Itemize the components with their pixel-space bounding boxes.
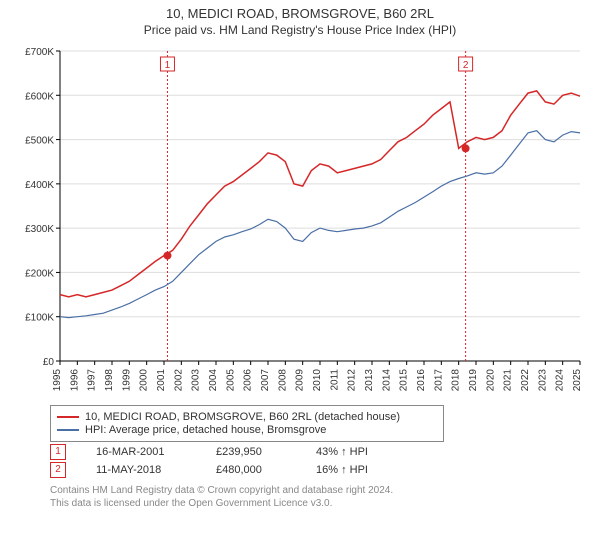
svg-text:1998: 1998 (104, 369, 115, 392)
svg-text:£400K: £400K (25, 180, 54, 191)
svg-text:£0: £0 (43, 357, 55, 368)
svg-text:2007: 2007 (260, 369, 271, 392)
credit-line: This data is licensed under the Open Gov… (50, 497, 590, 510)
svg-text:£300K: £300K (25, 224, 54, 235)
svg-text:2004: 2004 (208, 369, 219, 392)
line-chart-svg: £0 £100K £200K £300K £400K £500K £600K £700K 199… (10, 41, 590, 401)
marker-delta: 16% ↑ HPI (316, 464, 368, 476)
svg-text:£200K: £200K (25, 268, 54, 279)
svg-text:£100K: £100K (25, 313, 54, 324)
legend-swatch-icon (57, 416, 79, 418)
legend-box: 10, MEDICI ROAD, BROMSGROVE, B60 2RL (de… (50, 405, 444, 442)
marker-price: £239,950 (216, 446, 316, 458)
svg-text:2015: 2015 (399, 369, 410, 392)
svg-text:1995: 1995 (52, 369, 63, 392)
svg-text:2: 2 (463, 60, 469, 71)
chart-area: £0 £100K £200K £300K £400K £500K £600K £700K 199… (10, 41, 590, 401)
svg-text:2003: 2003 (191, 369, 202, 392)
svg-text:£600K: £600K (25, 91, 54, 102)
svg-text:2021: 2021 (503, 369, 514, 392)
legend-label: 10, MEDICI ROAD, BROMSGROVE, B60 2RL (de… (85, 411, 400, 423)
chart-subtitle: Price paid vs. HM Land Registry's House … (10, 23, 590, 37)
marker-number-icon: 2 (50, 462, 66, 478)
svg-text:2016: 2016 (416, 369, 427, 392)
svg-text:2014: 2014 (381, 369, 392, 392)
svg-text:2025: 2025 (572, 369, 583, 392)
svg-text:2001: 2001 (156, 369, 167, 392)
legend-row: 10, MEDICI ROAD, BROMSGROVE, B60 2RL (de… (57, 411, 437, 423)
svg-text:2002: 2002 (173, 369, 184, 392)
svg-text:2013: 2013 (364, 369, 375, 392)
marker-row: 1 16-MAR-2001£239,95043% ↑ HPI (50, 444, 590, 460)
marker-delta: 43% ↑ HPI (316, 446, 368, 458)
svg-text:2023: 2023 (537, 369, 548, 392)
svg-text:2017: 2017 (433, 369, 444, 392)
svg-text:2005: 2005 (225, 369, 236, 392)
svg-text:2006: 2006 (243, 369, 254, 392)
svg-text:2010: 2010 (312, 369, 323, 392)
svg-text:2020: 2020 (485, 369, 496, 392)
marker-date: 16-MAR-2001 (96, 446, 216, 458)
svg-text:2011: 2011 (329, 369, 340, 391)
credit-line: Contains HM Land Registry data © Crown c… (50, 484, 590, 497)
svg-text:£700K: £700K (25, 47, 54, 58)
svg-text:1996: 1996 (69, 369, 80, 392)
svg-text:2018: 2018 (451, 369, 462, 392)
legend-swatch-icon (57, 429, 79, 431)
marker-row: 2 11-MAY-2018£480,00016% ↑ HPI (50, 462, 590, 478)
svg-text:2012: 2012 (347, 369, 358, 392)
legend-row: HPI: Average price, detached house, Brom… (57, 424, 437, 436)
svg-text:2022: 2022 (520, 369, 531, 392)
svg-text:£500K: £500K (25, 136, 54, 147)
svg-text:2008: 2008 (277, 369, 288, 392)
svg-text:1997: 1997 (87, 369, 98, 392)
legend-label: HPI: Average price, detached house, Brom… (85, 424, 326, 436)
svg-text:1999: 1999 (121, 369, 132, 392)
svg-text:2000: 2000 (139, 369, 150, 392)
svg-text:2009: 2009 (295, 369, 306, 392)
marker-date: 11-MAY-2018 (96, 464, 216, 476)
svg-text:2024: 2024 (555, 369, 566, 392)
credit-text: Contains HM Land Registry data © Crown c… (50, 484, 590, 510)
svg-text:1: 1 (165, 60, 171, 71)
marker-price: £480,000 (216, 464, 316, 476)
svg-text:2019: 2019 (468, 369, 479, 392)
marker-number-icon: 1 (50, 444, 66, 460)
chart-title: 10, MEDICI ROAD, BROMSGROVE, B60 2RL (10, 6, 590, 21)
